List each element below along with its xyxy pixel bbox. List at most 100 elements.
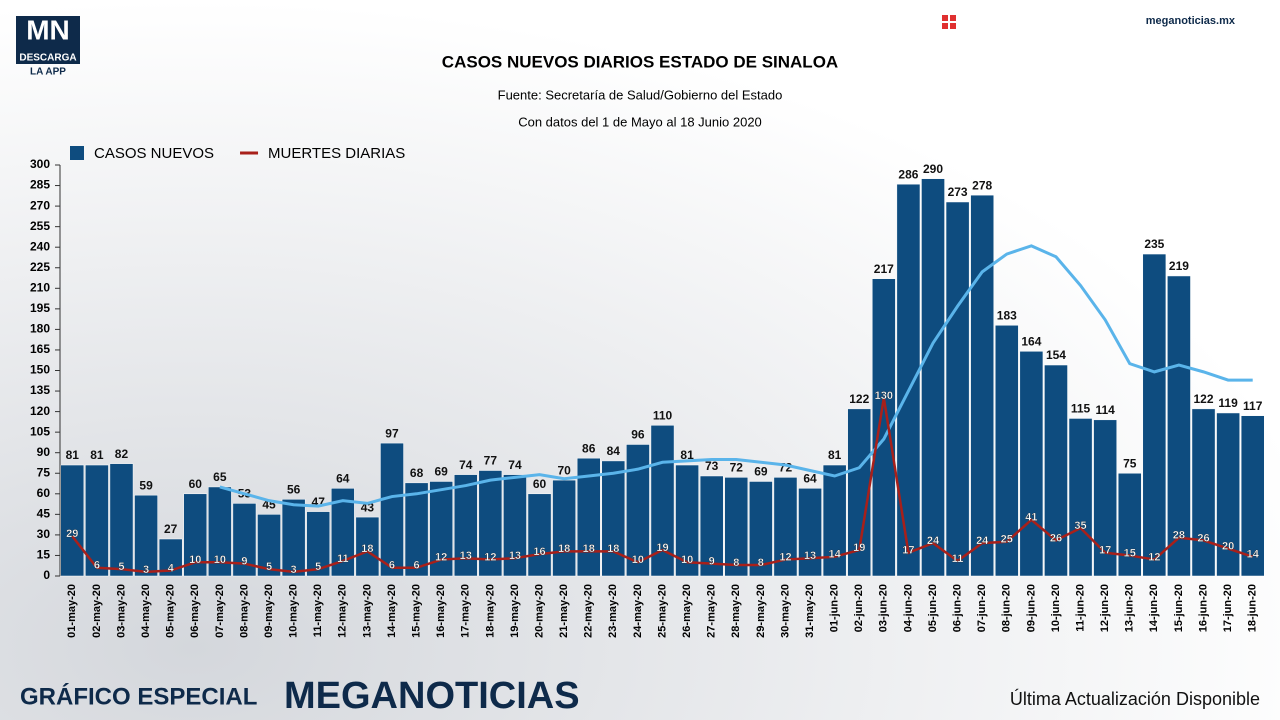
bar — [281, 499, 306, 577]
x-tick-label: 13-may-20 — [361, 584, 373, 638]
x-tick-label: 11-jun-20 — [1074, 584, 1086, 632]
bar-label: 82 — [115, 447, 129, 461]
bar-label: 235 — [1144, 237, 1164, 251]
deaths-label: 24 — [927, 535, 940, 547]
bar — [749, 481, 773, 577]
deaths-label: 13 — [509, 550, 521, 562]
x-tick-label: 21-may-20 — [558, 584, 570, 638]
y-tick-label: 225 — [30, 260, 50, 274]
bar — [306, 511, 331, 577]
bar — [404, 482, 429, 577]
x-tick-label: 07-may-20 — [214, 584, 226, 638]
y-tick-label: 285 — [30, 178, 50, 192]
bar — [994, 325, 1019, 577]
x-tick-label: 20-may-20 — [533, 584, 545, 638]
deaths-line — [71, 397, 1254, 574]
y-tick-label: 90 — [37, 445, 51, 459]
trend-line — [219, 244, 1253, 508]
deaths-label: 130 — [875, 390, 893, 402]
bar — [576, 457, 601, 577]
bar-label: 65 — [213, 470, 227, 484]
y-tick-label: 210 — [30, 280, 50, 294]
x-tick-label: 24-may-20 — [632, 584, 644, 638]
deaths-label: 3 — [291, 564, 297, 576]
deaths-label: 18 — [361, 543, 373, 555]
bar — [847, 408, 872, 577]
x-tick-label: 08-jun-20 — [1001, 584, 1013, 632]
x-tick-label: 12-may-20 — [337, 584, 349, 638]
deaths-label: 17 — [1099, 545, 1111, 557]
deaths-label: 4 — [168, 562, 175, 574]
y-tick-label: 30 — [37, 527, 51, 541]
x-tick-label: 23-may-20 — [607, 584, 619, 638]
icon — [942, 15, 948, 21]
y-tick-label: 75 — [37, 465, 51, 479]
bar — [822, 464, 847, 577]
x-tick-label: 10-may-20 — [288, 584, 300, 638]
x-tick-label: 17-may-20 — [460, 584, 472, 638]
bar — [798, 488, 822, 577]
deaths-label: 14 — [829, 549, 842, 561]
bar-label: 122 — [1194, 392, 1214, 406]
deaths-label: 25 — [1001, 534, 1013, 546]
y-tick-label: 120 — [30, 404, 50, 418]
bar — [626, 444, 650, 577]
bar-label: 122 — [849, 392, 869, 406]
x-tick-label: 15-may-20 — [410, 584, 422, 638]
deaths-label: 26 — [1050, 532, 1062, 544]
bar-label: 219 — [1169, 259, 1189, 273]
bar-label: 273 — [948, 185, 968, 199]
bar — [552, 479, 576, 577]
bar — [380, 442, 404, 577]
x-tick-label: 15-jun-20 — [1173, 584, 1185, 632]
deaths-label: 18 — [583, 543, 595, 555]
deaths-label: 5 — [266, 561, 272, 573]
deaths-label: 5 — [315, 561, 321, 573]
bar-label: 69 — [754, 465, 768, 479]
deaths-label: 11 — [337, 553, 349, 565]
bar-label: 81 — [828, 448, 842, 462]
deaths-label: 5 — [118, 561, 124, 573]
deaths-label: 8 — [733, 557, 739, 569]
deaths-label: 41 — [1025, 512, 1037, 524]
bar-label: 96 — [631, 428, 645, 442]
deaths-label: 28 — [1173, 530, 1185, 542]
deaths-label: 17 — [902, 545, 914, 557]
deaths-label: 19 — [853, 542, 865, 554]
x-tick-label: 08-may-20 — [238, 584, 250, 638]
bar — [1019, 351, 1044, 577]
bar — [527, 493, 552, 577]
x-tick-label: 28-may-20 — [730, 584, 742, 638]
bar — [872, 278, 896, 577]
deaths-label: 12 — [435, 551, 447, 563]
bar — [1093, 419, 1117, 577]
x-tick-label: 07-jun-20 — [976, 584, 988, 632]
deaths-label: 19 — [656, 542, 668, 554]
footer-left: GRÁFICO ESPECIAL — [20, 682, 257, 710]
legend-label: CASOS NUEVOS — [94, 145, 214, 162]
x-tick-label: 25-may-20 — [656, 584, 668, 638]
bar — [1117, 473, 1142, 577]
bar-label: 77 — [484, 454, 498, 468]
bar — [183, 493, 208, 577]
bar — [257, 514, 281, 577]
bar-label: 119 — [1218, 396, 1238, 410]
bar-label: 69 — [434, 465, 448, 479]
deaths-label: 11 — [952, 553, 964, 565]
deaths-label: 20 — [1222, 541, 1234, 553]
legend-swatch — [70, 146, 84, 160]
x-tick-label: 27-may-20 — [706, 584, 718, 638]
bar-label: 59 — [139, 478, 153, 492]
x-tick-label: 29-may-20 — [755, 584, 767, 638]
x-tick-label: 11-may-20 — [312, 584, 324, 637]
deaths-label: 16 — [533, 546, 545, 558]
y-tick-label: 15 — [37, 548, 51, 562]
bar-label: 286 — [898, 167, 918, 181]
deaths-label: 12 — [779, 551, 791, 563]
x-tick-label: 18-jun-20 — [1247, 584, 1259, 632]
bar-label: 68 — [410, 466, 424, 480]
bar — [232, 503, 257, 577]
x-tick-label: 14-may-20 — [386, 584, 398, 638]
deaths-label: 10 — [632, 554, 644, 566]
